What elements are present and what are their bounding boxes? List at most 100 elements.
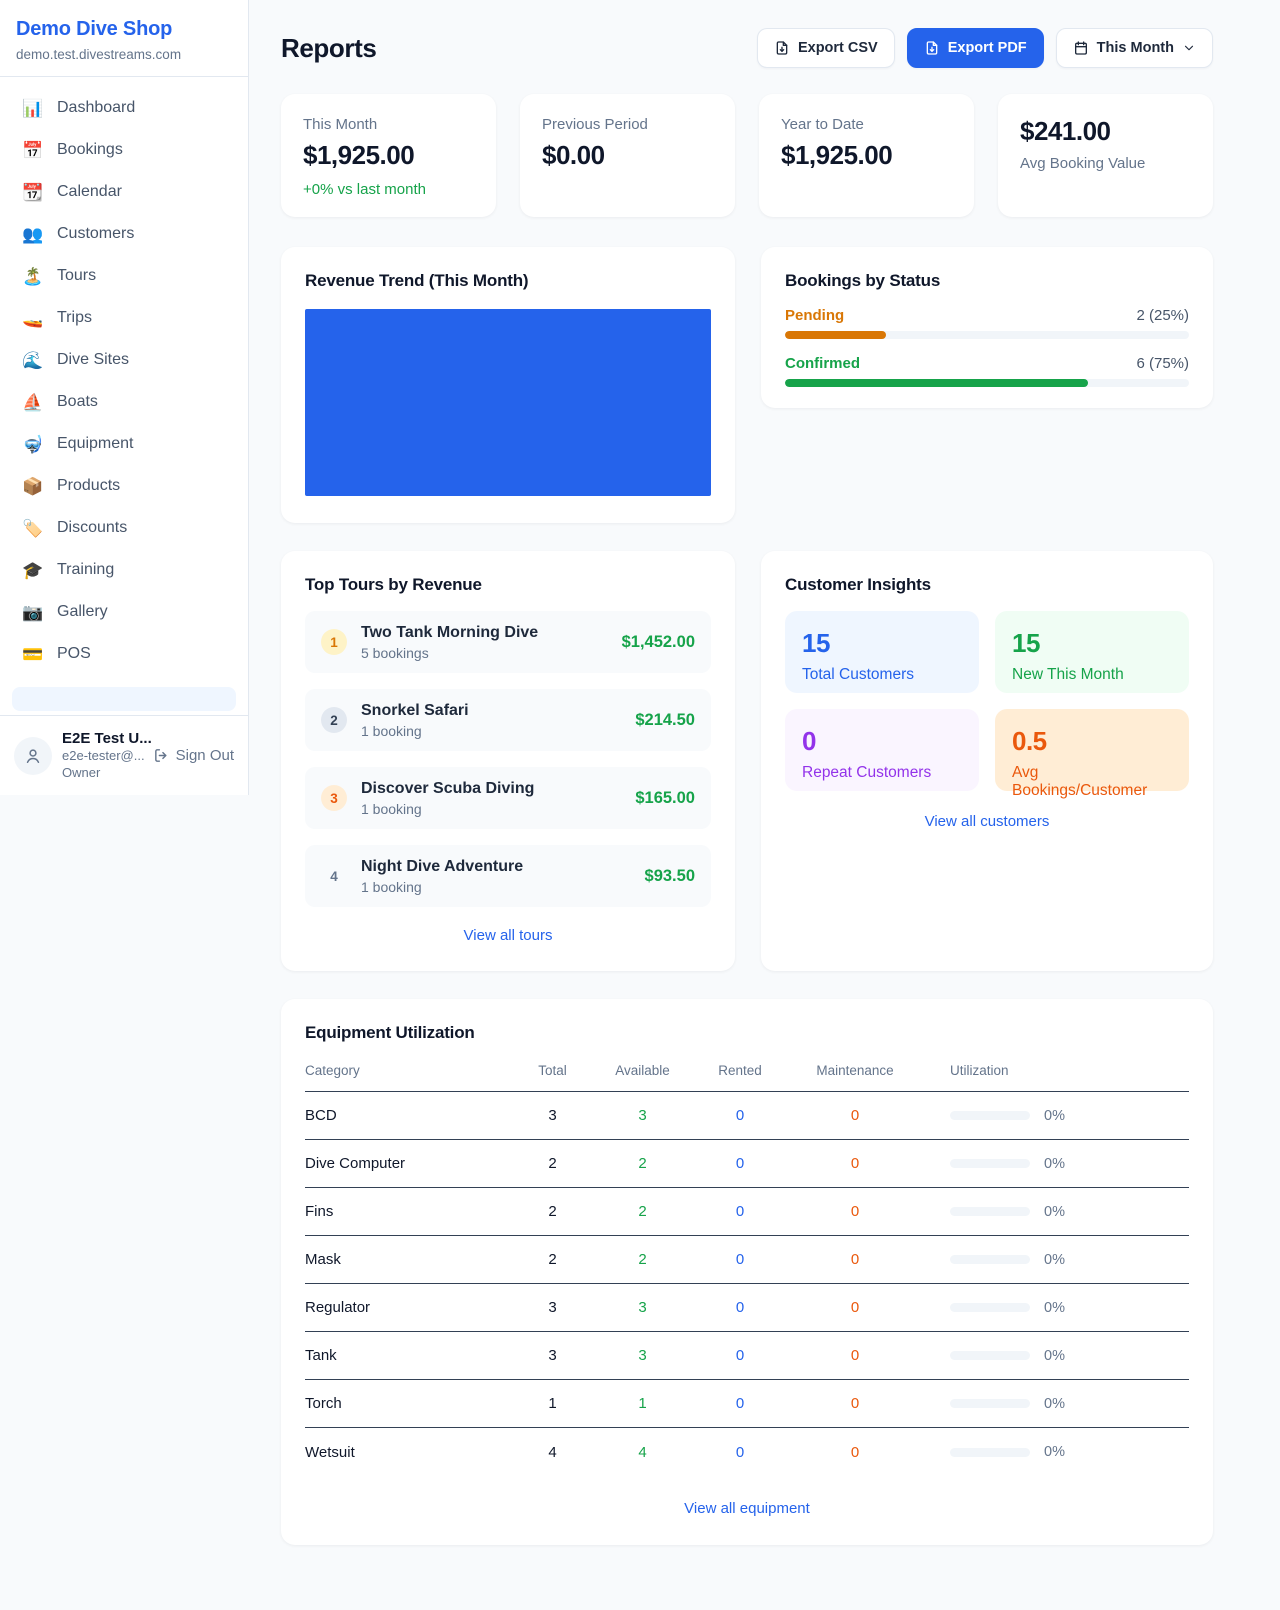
boats-icon: ⛵: [22, 392, 44, 412]
sign-out-button[interactable]: Sign Out: [153, 747, 234, 764]
insight-value: 15: [802, 628, 830, 658]
column-header: Category: [305, 1063, 360, 1078]
main-content: Reports Export CSV Export PDF This Month: [249, 0, 1280, 1545]
equipment-total: 3: [548, 1107, 557, 1124]
utilization-bar: [950, 1159, 1030, 1168]
equipment-utilization-title: Equipment Utilization: [305, 1023, 475, 1042]
equipment-rented: 0: [735, 1155, 745, 1172]
equipment-utilization-card: Equipment Utilization Category Total Ava…: [281, 999, 1213, 1545]
utilization-bar: [950, 1399, 1030, 1408]
top-tours-card: Top Tours by Revenue 1 Two Tank Morning …: [281, 551, 735, 971]
status-bar-track: [785, 331, 1189, 339]
bookings-by-status-title: Bookings by Status: [785, 271, 941, 290]
equipment-rented: 0: [735, 1107, 745, 1124]
rank-badge: 2: [321, 707, 347, 733]
stat-value: $1,925.00: [303, 140, 415, 170]
tour-bookings: 1 booking: [361, 800, 422, 817]
export-pdf-button[interactable]: Export PDF: [906, 28, 1044, 68]
stat-value: $0.00: [542, 140, 605, 170]
utilization-percent: 0%: [1044, 1251, 1065, 1268]
insight-tile-repeat-customers: 0 Repeat Customers: [785, 709, 979, 791]
view-all-tours-link[interactable]: View all tours: [463, 927, 553, 944]
insight-value: 0: [802, 726, 816, 756]
sidebar-item-gallery[interactable]: 📷 Gallery: [8, 591, 240, 633]
sidebar-item-label: Equipment: [57, 435, 134, 452]
view-all-customers-link[interactable]: View all customers: [924, 813, 1050, 830]
insight-value: 0.5: [1012, 726, 1047, 756]
stat-label: This Month: [303, 116, 378, 133]
tour-name: Night Dive Adventure: [361, 857, 524, 875]
table-row: Mask 2 2 0 0 0%: [305, 1236, 1189, 1284]
stat-value: $241.00: [1020, 116, 1111, 146]
sidebar-item-label: Discounts: [57, 519, 128, 536]
tour-bookings: 1 booking: [361, 722, 422, 739]
equipment-category: Mask: [305, 1251, 341, 1268]
dive-sites-icon: 🌊: [22, 350, 44, 370]
status-count: 2 (25%): [1136, 307, 1189, 324]
stat-delta: +0% vs last month: [303, 181, 426, 198]
view-all-equipment-link[interactable]: View all equipment: [684, 1500, 810, 1517]
utilization-bar: [950, 1111, 1030, 1120]
insight-tile-total-customers: 15 Total Customers: [785, 611, 979, 693]
sidebar-item-training[interactable]: 🎓 Training: [8, 549, 240, 591]
equipment-maintenance: 0: [850, 1251, 860, 1268]
customer-insights-title: Customer Insights: [785, 575, 931, 594]
status-label: Confirmed: [785, 355, 860, 372]
table-row: Wetsuit 4 4 0 0 0%: [305, 1428, 1189, 1476]
equipment-total: 2: [548, 1203, 557, 1220]
column-header: Maintenance: [816, 1063, 894, 1078]
equipment-available: 3: [638, 1299, 647, 1316]
sidebar-item-label: Gallery: [57, 603, 108, 620]
sidebar-item-equipment[interactable]: 🤿 Equipment: [8, 423, 240, 465]
table-row: Torch 1 1 0 0 0%: [305, 1380, 1189, 1428]
export-csv-label: Export CSV: [797, 40, 878, 56]
equipment-available: 2: [638, 1251, 647, 1268]
sidebar-item-dashboard[interactable]: 📊 Dashboard: [8, 87, 240, 129]
stat-label: Previous Period: [542, 116, 648, 133]
status-row-pending: Pending 2 (25%): [785, 307, 1189, 339]
table-row: Dive Computer 2 2 0 0 0%: [305, 1140, 1189, 1188]
sidebar-item-reports-active-partial[interactable]: [12, 687, 236, 711]
sidebar-item-products[interactable]: 📦 Products: [8, 465, 240, 507]
period-dropdown[interactable]: This Month: [1055, 28, 1213, 68]
equipment-rented: 0: [735, 1347, 745, 1364]
status-bar-fill: [785, 331, 886, 339]
sidebar-item-customers[interactable]: 👥 Customers: [8, 213, 240, 255]
sidebar-item-bookings[interactable]: 📅 Bookings: [8, 129, 240, 171]
utilization-percent: 0%: [1044, 1299, 1065, 1316]
sidebar-item-calendar[interactable]: 📆 Calendar: [8, 171, 240, 213]
sidebar-item-label: Tours: [57, 267, 97, 284]
tour-amount: $1,452.00: [621, 632, 695, 651]
sidebar-item-tours[interactable]: 🏝️ Tours: [8, 255, 240, 297]
gallery-icon: 📷: [22, 602, 44, 622]
user-role: Owner: [62, 765, 101, 781]
trips-icon: 🚤: [22, 308, 44, 328]
sidebar-item-discounts[interactable]: 🏷️ Discounts: [8, 507, 240, 549]
insight-label: Total Customers: [802, 666, 914, 683]
equipment-total: 3: [548, 1347, 557, 1364]
sidebar-item-pos[interactable]: 💳 POS: [8, 633, 240, 675]
sidebar-item-boats[interactable]: ⛵ Boats: [8, 381, 240, 423]
export-csv-button[interactable]: Export CSV: [756, 28, 895, 68]
stat-card-this-month: This Month $1,925.00 +0% vs last month: [281, 94, 496, 217]
sidebar-item-label: Training: [57, 561, 115, 578]
sidebar: Demo Dive Shop demo.test.divestreams.com…: [0, 0, 249, 795]
equipment-maintenance: 0: [850, 1299, 860, 1316]
user-area: E2E Test U... e2e-tester@... Owner Sign …: [0, 715, 248, 795]
top-tours-title: Top Tours by Revenue: [305, 575, 482, 594]
tour-amount: $93.50: [644, 866, 695, 885]
sidebar-item-dive-sites[interactable]: 🌊 Dive Sites: [8, 339, 240, 381]
products-icon: 📦: [22, 476, 44, 496]
calendar-icon: [1074, 41, 1087, 55]
utilization-percent: 0%: [1044, 1395, 1065, 1412]
utilization-bar: [950, 1207, 1030, 1216]
stat-card-year-to-date: Year to Date $1,925.00: [759, 94, 974, 217]
sidebar-item-trips[interactable]: 🚤 Trips: [8, 297, 240, 339]
user-info: E2E Test U... e2e-tester@... Owner: [62, 729, 152, 782]
equipment-rented: 0: [735, 1443, 745, 1461]
sidebar-item-label: Calendar: [57, 183, 122, 200]
file-download-icon: [776, 41, 788, 55]
status-bar-track: [785, 379, 1189, 387]
equipment-total: 2: [548, 1251, 557, 1268]
sidebar-nav: 📊 Dashboard 📅 Bookings 📆 Calendar 👥 Cust…: [0, 77, 248, 715]
